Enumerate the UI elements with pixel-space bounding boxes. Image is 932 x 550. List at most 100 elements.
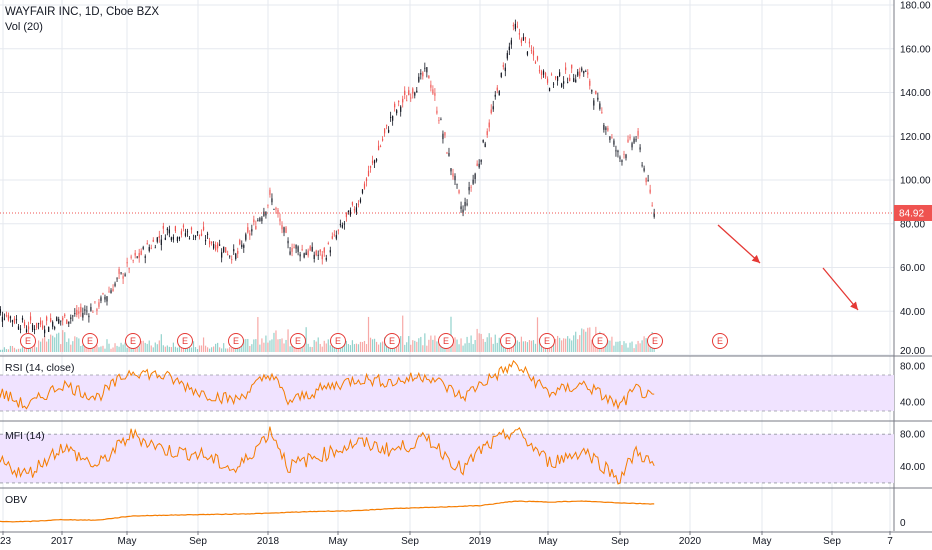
x-tick-label: May [118,536,137,547]
candle-body [80,306,82,313]
candle-body [150,247,152,249]
volume-bar [371,339,374,352]
candle-body [643,168,645,171]
candle-body [142,247,144,249]
candle-body [434,93,436,96]
candle-body [398,100,400,103]
candle-body [60,320,62,322]
rsi-pane-label: RSI (14, close) [5,362,74,374]
candle-body [269,189,271,195]
x-tick-label: May [753,536,772,547]
candle-body [446,152,448,154]
volume-bar [3,347,6,352]
candle-body [154,247,156,249]
volume-bar [277,339,279,352]
candle-body [420,73,422,75]
candle-body [428,75,430,79]
candle-body [56,317,58,322]
candle-body [291,247,293,252]
volume-bar [349,345,352,352]
candle-body [343,223,345,225]
volume-bar [223,343,225,352]
candle-body [122,276,124,279]
candle-body [623,153,625,155]
candle-body [494,94,496,97]
volume-bar [293,346,295,352]
x-tick-label: 2019 [469,536,492,547]
volume-bar [631,341,633,352]
candle-body [621,160,623,162]
volume-bar [635,344,637,352]
volume-bar [235,346,237,352]
candle-body [194,235,197,238]
candle-body [557,76,559,81]
candle-body [492,106,494,110]
mfi-line [0,426,655,485]
volume-bar [309,346,311,352]
candle-body [315,250,317,256]
volume-bar [319,343,321,352]
candle-body [217,243,219,249]
volume-bar [104,348,106,352]
volume-bar [255,339,257,352]
price-tick-label: 80.00 [900,219,925,230]
candle-body [265,211,267,216]
candle-body [528,41,531,44]
volume-bar [480,333,482,352]
candle-body [414,92,416,96]
volume-bar [367,316,370,352]
volume-bar [291,340,293,352]
volume-bar [484,341,486,352]
volume-bar [148,340,150,352]
candle-body [1,316,3,322]
volume-bar [563,338,565,352]
x-tick-label: 2017 [51,536,74,547]
volume-bar [162,345,164,352]
volume-bar [170,347,172,352]
earnings-marker-label: E [295,336,301,346]
volume-bar [241,343,243,352]
volume-bar [464,343,466,352]
volume-bar [591,339,593,352]
candle-body [237,250,239,254]
candle-body [587,72,589,75]
candle-body [13,318,16,323]
candle-body [369,165,372,168]
volume-bar [412,340,414,352]
candle-body [46,316,48,321]
candle-body [108,291,110,293]
candle-body [162,225,164,229]
volume-bar [345,340,347,352]
earnings-marker [647,333,663,349]
volume-bar [530,340,533,352]
volume-bar [134,347,136,352]
candle-body [190,227,193,230]
volume-bar [58,332,60,352]
candle-body [158,236,160,238]
candle-body [593,100,595,106]
volume-bar [267,342,269,352]
volume-bar [208,348,211,352]
candle-body [293,247,295,249]
candle-body [532,50,535,56]
volume-bar [271,339,273,352]
volume-bar [379,342,382,352]
volume-bar [353,344,356,352]
candle-body [355,207,358,213]
candle-body [66,319,68,324]
volume-bar [402,315,404,352]
earnings-marker [330,333,346,349]
volume-bar [365,344,368,352]
candle-body [192,238,195,240]
candle-body [134,252,136,256]
candle-body [583,71,585,74]
volume-bar [112,347,114,352]
candle-body [110,290,112,294]
volume-bar [202,337,205,352]
volume-bar [470,335,472,352]
volume-bar [472,344,474,352]
candle-body [327,243,329,244]
candle-body [76,309,78,315]
volume-bar [478,333,480,352]
